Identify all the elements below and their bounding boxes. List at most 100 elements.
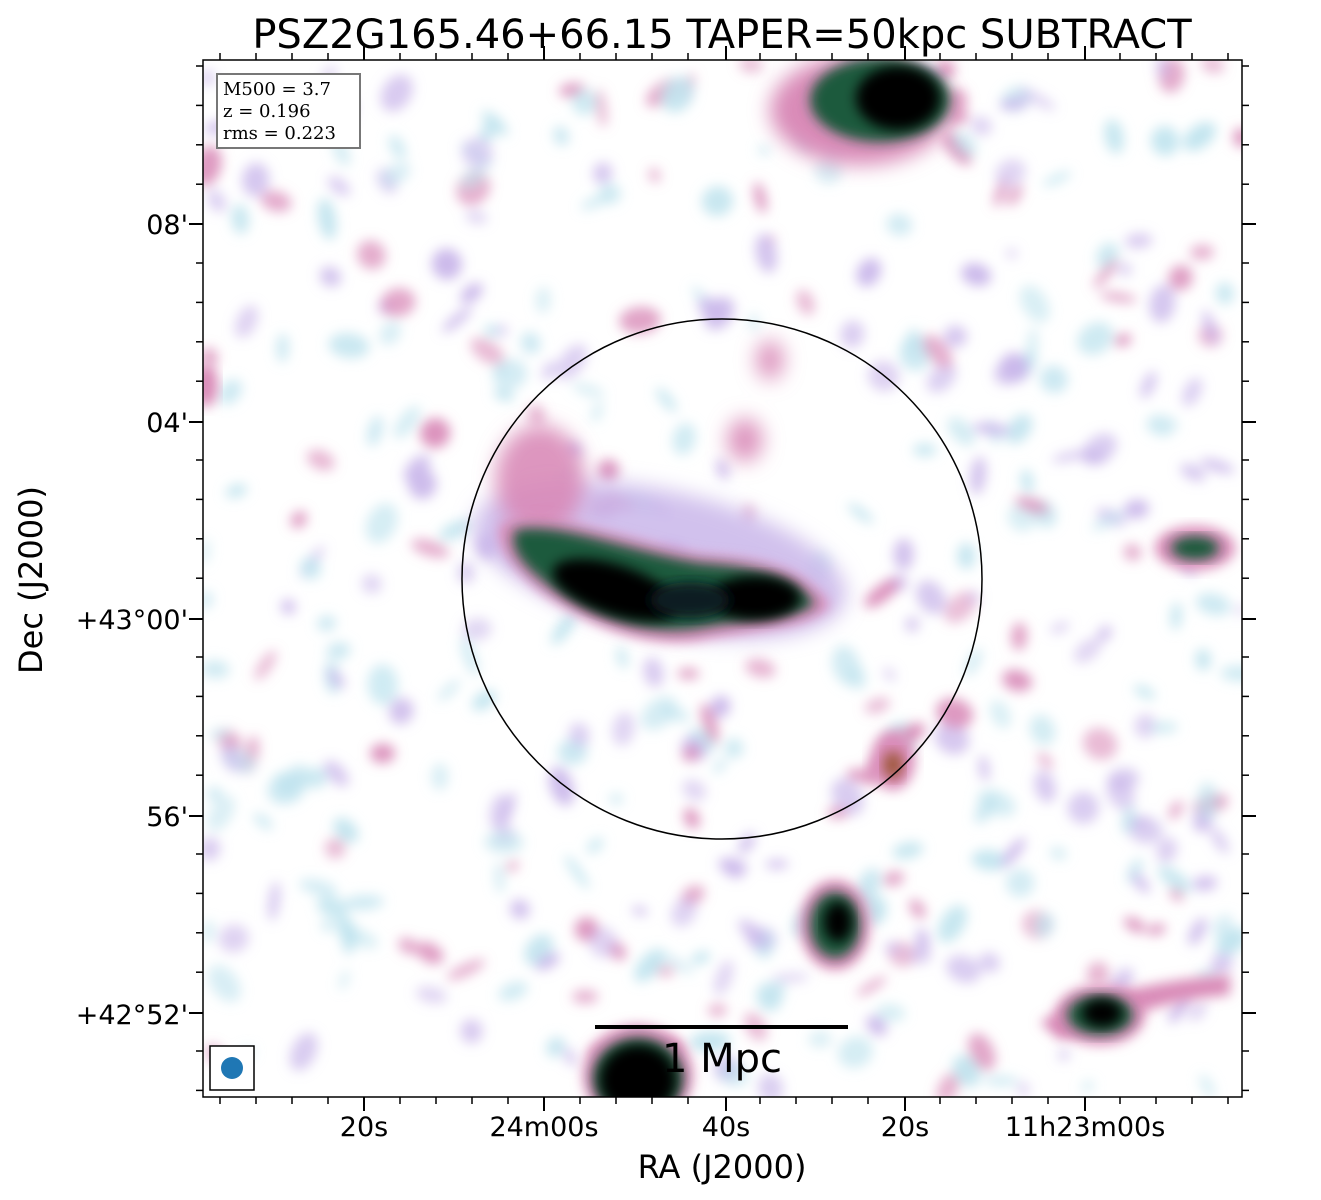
noise-blob [324, 837, 346, 859]
noise-blob [319, 266, 342, 287]
noise-blob [460, 165, 488, 190]
noise-blob [758, 145, 770, 156]
noise-blob [408, 468, 437, 500]
noise-blob [883, 667, 896, 682]
noise-blob [1187, 1001, 1207, 1021]
noise-blob [419, 418, 451, 449]
noise-blob [1168, 800, 1183, 820]
noise-blob [357, 240, 386, 270]
noise-blob [267, 771, 307, 805]
noise-blob [393, 405, 421, 439]
noise-blob [1234, 604, 1242, 616]
x-axis-label: RA (J2000) [638, 1148, 807, 1186]
noise-blob [1123, 543, 1142, 561]
noise-blob [207, 189, 227, 213]
noise-blob [905, 616, 920, 633]
x-tick-labels: 20s 24m00s 40s 20s 11h23m00s [340, 1112, 1166, 1143]
noise-blob [864, 697, 891, 714]
noise-blob [203, 920, 214, 943]
noise-blob [370, 743, 396, 764]
noise-blob [1150, 126, 1180, 156]
noise-blob [1200, 458, 1235, 474]
noise-blob [972, 422, 1011, 436]
noise-blob [978, 755, 990, 782]
noise-blob [689, 1031, 731, 1052]
noise-blob [326, 642, 351, 660]
noise-blob [999, 98, 1029, 111]
noise-blob [946, 955, 981, 984]
noise-blob [290, 511, 307, 529]
noise-blob [590, 401, 604, 423]
noise-blob [553, 126, 570, 146]
noise-blob [1150, 722, 1178, 734]
noise-blob [305, 767, 328, 789]
noise-blob [470, 337, 505, 366]
y-tick-label: +43°00' [76, 605, 188, 636]
noise-blob [738, 919, 770, 949]
noise-blob [442, 306, 472, 333]
noise-blob [947, 417, 976, 446]
noise-blob [209, 728, 231, 739]
noise-blob [609, 793, 623, 805]
noise-blob [909, 899, 926, 919]
noise-blob [1189, 244, 1215, 260]
noise-blob [935, 60, 956, 80]
noise-blob [1157, 866, 1192, 893]
noise-blob [971, 849, 1008, 871]
noise-blob [556, 344, 588, 380]
noise-blob [934, 722, 970, 755]
noise-blob [207, 795, 235, 832]
noise-blob [595, 88, 608, 128]
noise-blob [658, 951, 694, 975]
noise-blob [1201, 60, 1225, 74]
y-axis-label: Dec (J2000) [12, 486, 50, 674]
noise-blob [1018, 88, 1056, 111]
noise-blob [643, 657, 664, 688]
y-tick-label: +42°52' [76, 1000, 188, 1031]
noise-blob [207, 787, 223, 801]
noise-blob [886, 213, 913, 236]
noise-blob [999, 352, 1029, 383]
noise-blob [1188, 917, 1207, 946]
noise-blob [1050, 621, 1070, 634]
y-tick-label: 04' [146, 408, 188, 439]
noise-blob [1123, 499, 1150, 519]
noise-blob [796, 289, 815, 316]
noise-blob [241, 162, 270, 197]
noise-blob [957, 542, 976, 570]
noise-blob [1170, 602, 1182, 631]
noise-blob [1147, 923, 1166, 936]
noise-blob [306, 449, 335, 471]
noise-blob [1082, 727, 1118, 760]
noise-blob [1133, 685, 1156, 700]
noise-blob [882, 871, 905, 887]
noise-blob [411, 538, 450, 558]
noise-blob [589, 927, 617, 958]
noise-blob [489, 793, 510, 831]
noise-blob [995, 159, 1026, 187]
noise-blob [864, 579, 899, 608]
noise-blob [943, 325, 968, 348]
noise-blob [1099, 292, 1137, 303]
noise-blob [220, 744, 243, 773]
left-edge-source [203, 363, 218, 407]
noise-blob [640, 696, 678, 730]
x-tick-label: 40s [702, 1112, 750, 1143]
noise-blob [1169, 888, 1184, 901]
noise-blob [446, 959, 486, 981]
noise-blob [389, 697, 414, 725]
noise-blob [808, 1030, 832, 1048]
info-rms: rms = 0.223 [223, 123, 336, 144]
noise-blob [541, 361, 558, 381]
noise-blob [563, 1047, 577, 1067]
noise-blob [1127, 816, 1163, 844]
noise-blob [398, 937, 419, 955]
x-tick-label: 24m00s [489, 1112, 598, 1143]
noise-blob [1132, 873, 1150, 893]
noise-blob [1005, 868, 1035, 898]
noise-blob [1210, 950, 1233, 977]
noise-blob [846, 768, 872, 782]
noise-blob [299, 879, 338, 896]
noise-blob [856, 976, 887, 997]
info-box: M500 = 3.7 z = 0.196 rms = 0.223 [216, 73, 361, 149]
